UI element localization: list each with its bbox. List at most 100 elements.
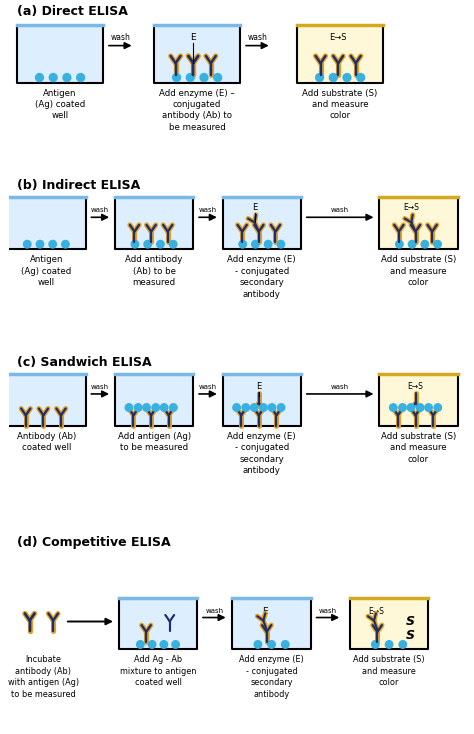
Circle shape (372, 641, 379, 648)
Circle shape (170, 404, 177, 411)
Text: E: E (263, 606, 268, 616)
Text: E: E (256, 382, 262, 391)
Circle shape (434, 241, 441, 248)
Text: wash: wash (110, 32, 130, 42)
Bar (119, 597, 197, 650)
Circle shape (254, 641, 262, 648)
Text: wash: wash (91, 384, 109, 390)
Text: Add antibody
(Ab) to be
measured: Add antibody (Ab) to be measured (126, 255, 183, 287)
Circle shape (390, 404, 397, 411)
Circle shape (131, 241, 139, 248)
Text: wash: wash (199, 207, 217, 214)
Bar (17, 25, 103, 82)
Circle shape (173, 73, 181, 81)
Circle shape (343, 73, 351, 81)
Bar (7, 374, 85, 426)
Circle shape (242, 404, 249, 411)
Text: E: E (252, 203, 257, 212)
Circle shape (425, 404, 432, 411)
Text: wash: wash (91, 207, 109, 214)
Text: (c) Sandwich ELISA: (c) Sandwich ELISA (17, 356, 152, 369)
Circle shape (77, 73, 84, 81)
Circle shape (396, 241, 403, 248)
Circle shape (144, 241, 151, 248)
Bar (115, 197, 193, 250)
Text: wash: wash (331, 207, 349, 214)
Circle shape (252, 241, 259, 248)
Text: Add enzyme (E) –
conjugated
antibody (Ab) to
be measured: Add enzyme (E) – conjugated antibody (Ab… (159, 89, 235, 132)
Circle shape (233, 404, 240, 411)
Text: wash: wash (331, 384, 349, 390)
Circle shape (214, 73, 222, 81)
Circle shape (143, 404, 150, 411)
Circle shape (407, 404, 415, 411)
Circle shape (316, 73, 323, 81)
Circle shape (160, 404, 168, 411)
Bar (379, 374, 457, 426)
Text: (d) Competitive ELISA: (d) Competitive ELISA (17, 536, 171, 549)
Circle shape (417, 404, 424, 411)
Circle shape (169, 241, 177, 248)
Text: Antibody (Ab)
coated well: Antibody (Ab) coated well (17, 432, 76, 452)
Text: wash: wash (247, 32, 267, 42)
Bar (115, 374, 193, 426)
Circle shape (135, 404, 142, 411)
Circle shape (268, 641, 275, 648)
Bar (223, 374, 301, 426)
Text: (a) Direct ELISA: (a) Direct ELISA (17, 4, 128, 18)
Text: E→S: E→S (368, 606, 384, 616)
Circle shape (399, 404, 406, 411)
Circle shape (137, 641, 144, 648)
Text: Add enzyme (E)
- conjugated
secondary
antibody: Add enzyme (E) - conjugated secondary an… (228, 255, 296, 299)
Text: Add enzyme (E)
- conjugated
secondary
antibody: Add enzyme (E) - conjugated secondary an… (239, 655, 304, 699)
Circle shape (36, 241, 44, 248)
Text: Antigen
(Ag) coated
well: Antigen (Ag) coated well (21, 255, 72, 287)
Circle shape (186, 73, 194, 81)
Circle shape (152, 404, 159, 411)
Text: E: E (191, 32, 196, 42)
Text: (b) Indirect ELISA: (b) Indirect ELISA (17, 179, 140, 192)
Circle shape (421, 241, 428, 248)
Circle shape (277, 241, 284, 248)
Circle shape (63, 73, 71, 81)
Circle shape (260, 404, 267, 411)
Bar (154, 25, 240, 82)
Circle shape (148, 641, 156, 648)
Circle shape (434, 404, 441, 411)
Circle shape (385, 641, 393, 648)
Text: Add substrate (S)
and measure
color: Add substrate (S) and measure color (353, 655, 425, 687)
Circle shape (277, 404, 285, 411)
Circle shape (329, 73, 337, 81)
Text: wash: wash (205, 608, 223, 614)
Text: Add substrate (S)
and measure
color: Add substrate (S) and measure color (381, 432, 456, 464)
Circle shape (157, 241, 164, 248)
Circle shape (36, 73, 44, 81)
Circle shape (62, 241, 69, 248)
Bar (379, 197, 457, 250)
Circle shape (160, 641, 168, 648)
Text: Antigen
(Ag) coated
well: Antigen (Ag) coated well (35, 89, 85, 120)
Circle shape (357, 73, 365, 81)
Circle shape (399, 641, 407, 648)
Bar (223, 197, 301, 250)
Text: Add substrate (S)
and measure
color: Add substrate (S) and measure color (381, 255, 456, 287)
Circle shape (264, 241, 272, 248)
Text: Add substrate (S)
and measure
color: Add substrate (S) and measure color (302, 89, 378, 120)
Text: wash: wash (199, 384, 217, 390)
Text: Add enzyme (E)
- conjugated
secondary
antibody: Add enzyme (E) - conjugated secondary an… (228, 432, 296, 475)
Circle shape (409, 241, 416, 248)
Circle shape (200, 73, 208, 81)
Circle shape (268, 404, 275, 411)
Text: wash: wash (319, 608, 337, 614)
Bar (232, 597, 311, 650)
Circle shape (282, 641, 289, 648)
Text: S: S (406, 615, 415, 628)
Circle shape (49, 241, 56, 248)
Circle shape (172, 641, 179, 648)
Text: E→S: E→S (403, 203, 419, 212)
Circle shape (251, 404, 258, 411)
Text: E→S: E→S (329, 32, 347, 42)
Circle shape (239, 241, 246, 248)
Text: E→S: E→S (408, 382, 423, 391)
Text: Add Ag - Ab
mixture to antigen
coated well: Add Ag - Ab mixture to antigen coated we… (120, 655, 196, 687)
